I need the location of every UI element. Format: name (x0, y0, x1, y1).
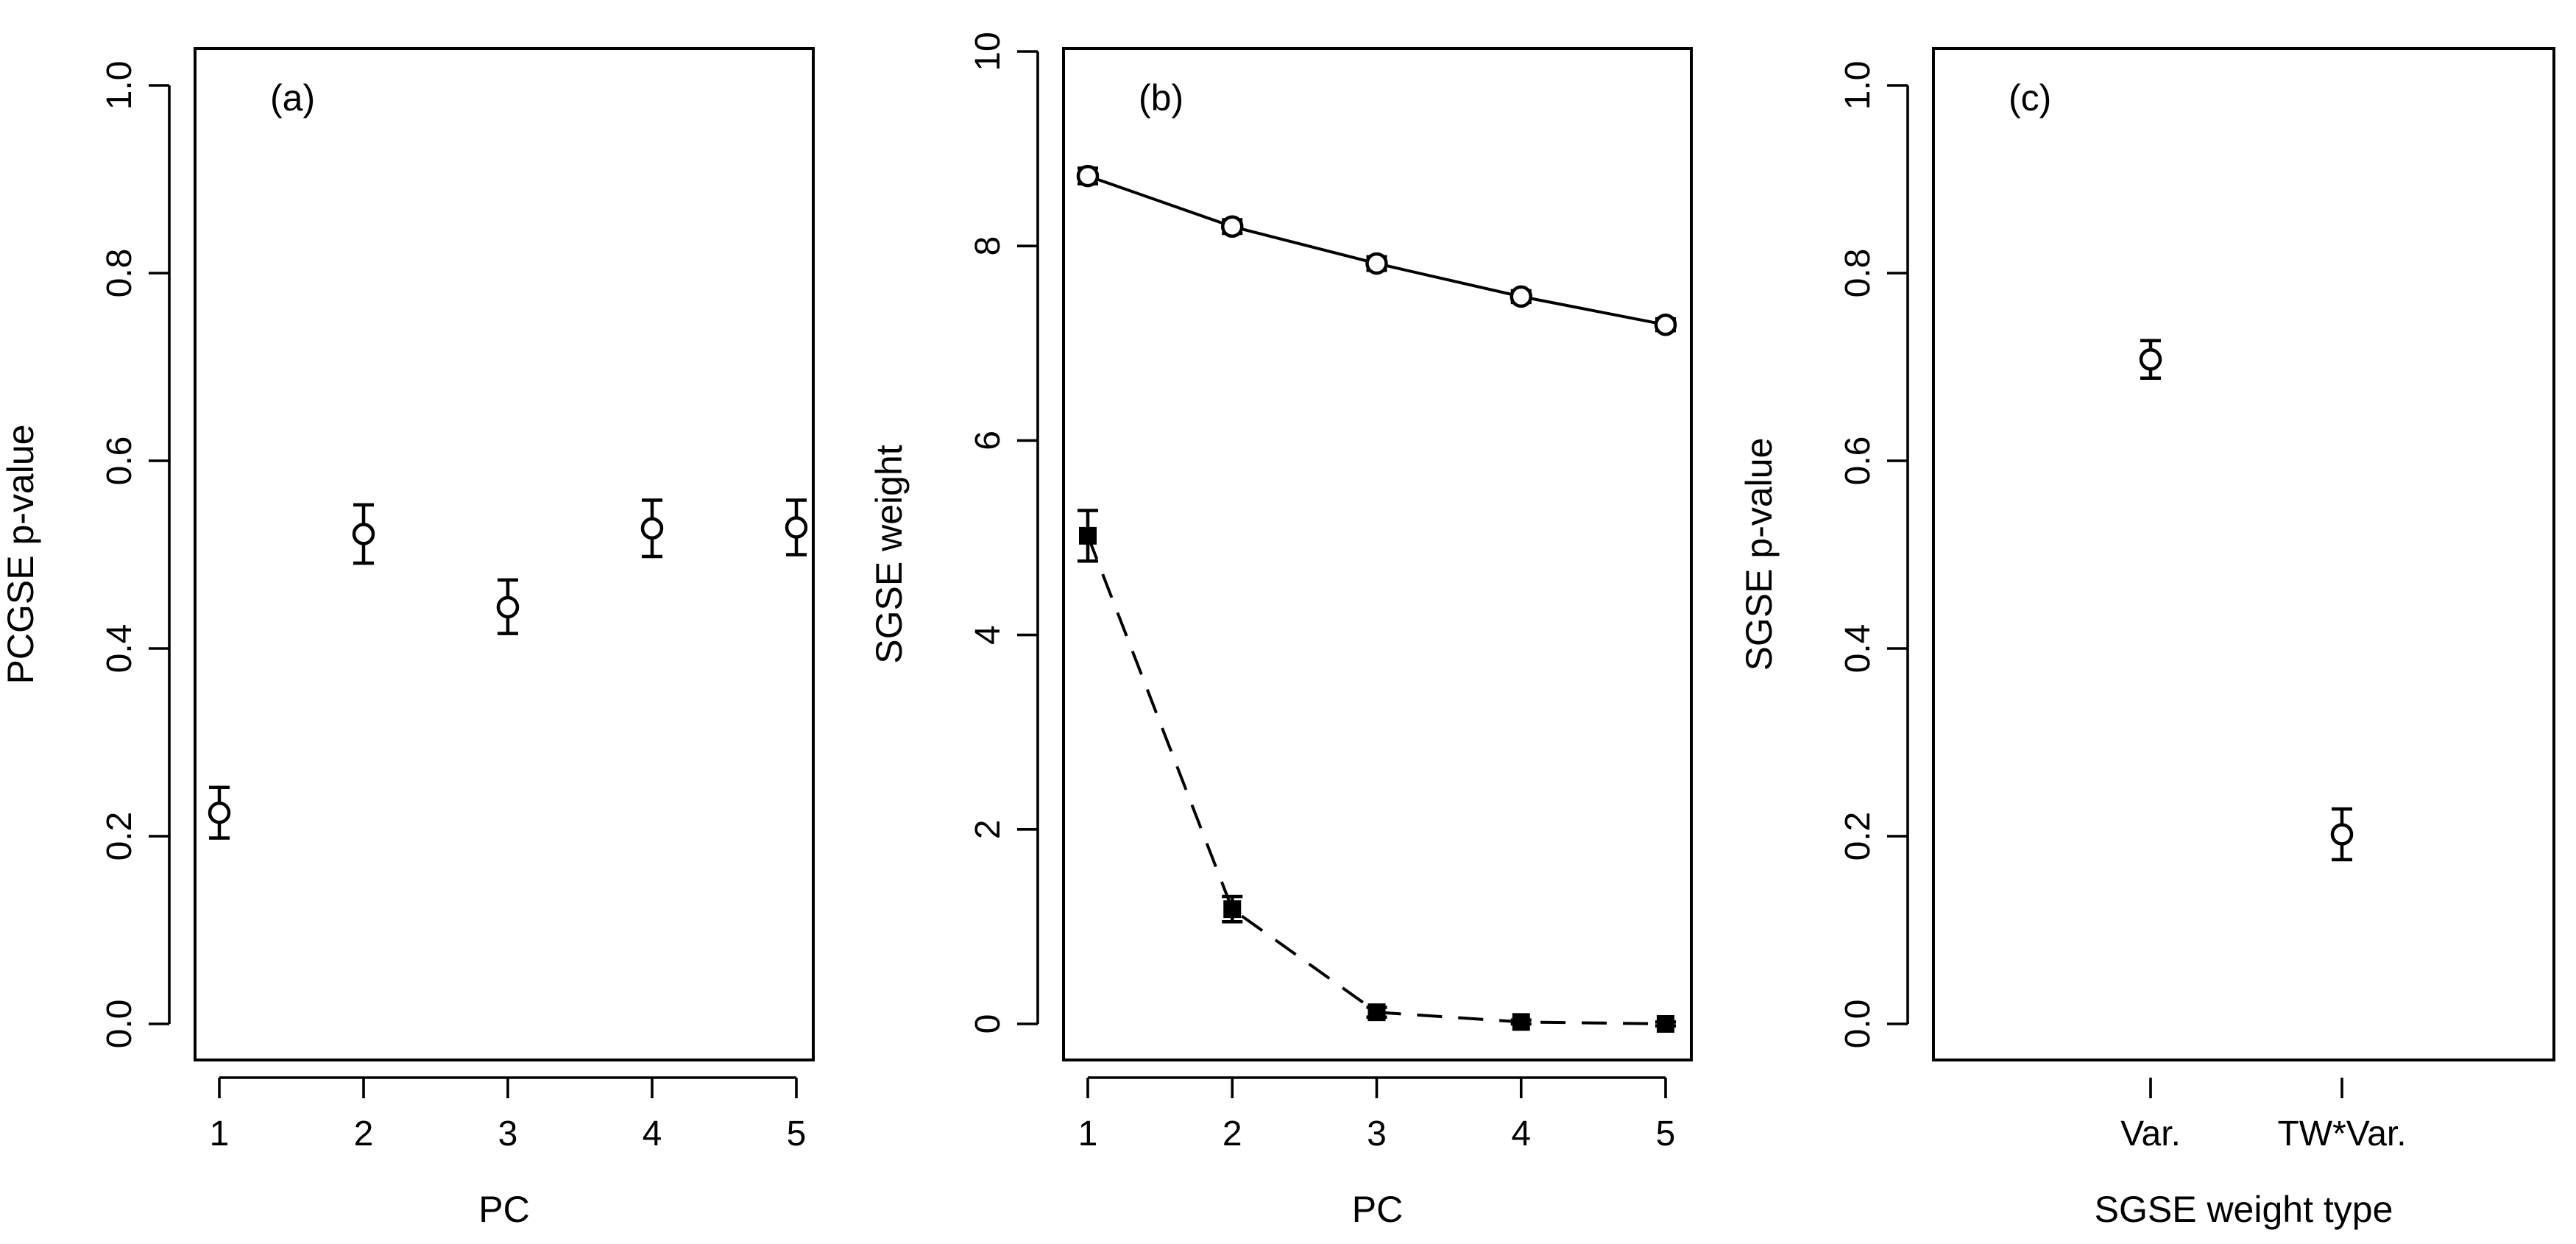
x-tick-label: 3 (498, 1114, 518, 1153)
x-tick-label: 4 (1511, 1114, 1531, 1153)
data-point (640, 517, 664, 540)
x-tick-label: TW*Var. (2277, 1114, 2406, 1153)
y-tick-label: 0.2 (100, 812, 139, 861)
series-0 (208, 498, 808, 840)
x-axis-title: PC (478, 1189, 529, 1230)
panel-b: (b) 0 2 4 6 8 10 SGSE weight 1 2 3 4 5 PC (868, 32, 1693, 1230)
series-line (1087, 174, 1666, 327)
x-tick-label: 5 (787, 1114, 807, 1153)
data-point (1365, 252, 1388, 275)
panel-label: (b) (1139, 77, 1183, 119)
data-point (1076, 164, 1100, 188)
panel-c: (c) 0.0 0.2 0.4 0.6 0.8 1.0 SGSE p-value Var. TW*… (1738, 47, 2555, 1230)
x-tick-label: 3 (1367, 1114, 1387, 1153)
data-point (785, 516, 808, 539)
x-tick-label: 4 (643, 1114, 662, 1153)
data-point (208, 801, 231, 824)
y-tick-label: 0.8 (100, 249, 139, 298)
x-axis-title: PC (1352, 1189, 1403, 1230)
panel-label: (a) (270, 77, 315, 119)
plot-frame (1932, 47, 2555, 1061)
x-axis-title: SGSE weight type (2095, 1189, 2393, 1230)
data-point (1654, 313, 1677, 336)
data-point (1223, 900, 1242, 919)
y-tick-label: 2 (969, 819, 1008, 839)
series-0 (2139, 339, 2354, 862)
y-tick-label: 8 (969, 236, 1008, 256)
y-axis-title: SGSE p-value (1738, 438, 1780, 671)
y-tick-label: 10 (969, 32, 1008, 71)
plot-frame (194, 47, 815, 1061)
panel-label: (c) (2009, 77, 2051, 119)
data-point (1512, 1013, 1530, 1031)
y-axis-title: PCGSE p-value (0, 425, 41, 685)
series-line (1086, 535, 1666, 1025)
y-tick-label: 0.4 (1839, 624, 1878, 674)
series-1 (1078, 509, 1676, 1033)
data-point (1367, 1003, 1386, 1022)
data-point (352, 523, 375, 545)
panel-a: (a) 0.0 0.2 0.4 0.6 0.8 1.0 PCGSE p-value 1 2 3 4 5 P… (0, 47, 815, 1230)
y-tick-label: 0.0 (100, 1000, 139, 1049)
data-point (496, 596, 520, 619)
y-axis-title: SGSE weight (868, 445, 910, 663)
y-tick-label: 0.0 (1839, 1000, 1878, 1049)
x-tick-label: Var. (2120, 1114, 2181, 1153)
data-point (1221, 215, 1244, 238)
data-point (1079, 526, 1097, 545)
y-tick-label: 0.8 (1839, 249, 1878, 298)
y-tick-label: 0.6 (100, 437, 139, 486)
data-point (1510, 285, 1532, 308)
series-0 (1076, 164, 1677, 336)
plot-frame (1062, 47, 1693, 1061)
x-tick-label: 1 (210, 1114, 230, 1153)
data-point (1657, 1015, 1674, 1033)
y-tick-label: 6 (969, 431, 1008, 450)
y-tick-label: 4 (969, 625, 1008, 645)
x-tick-label: 2 (354, 1114, 374, 1153)
data-point (2139, 348, 2162, 371)
y-tick-label: 1.0 (1839, 61, 1878, 110)
y-tick-label: 0.6 (1839, 437, 1878, 486)
x-tick-label: 1 (1078, 1114, 1098, 1153)
x-tick-label: 2 (1222, 1114, 1242, 1153)
y-tick-label: 0.2 (1839, 812, 1878, 861)
data-point (2330, 823, 2354, 846)
x-tick-label: 5 (1656, 1114, 1676, 1153)
y-tick-label: 0 (969, 1014, 1008, 1034)
y-tick-label: 0.4 (100, 624, 139, 674)
y-tick-label: 1.0 (100, 61, 139, 110)
